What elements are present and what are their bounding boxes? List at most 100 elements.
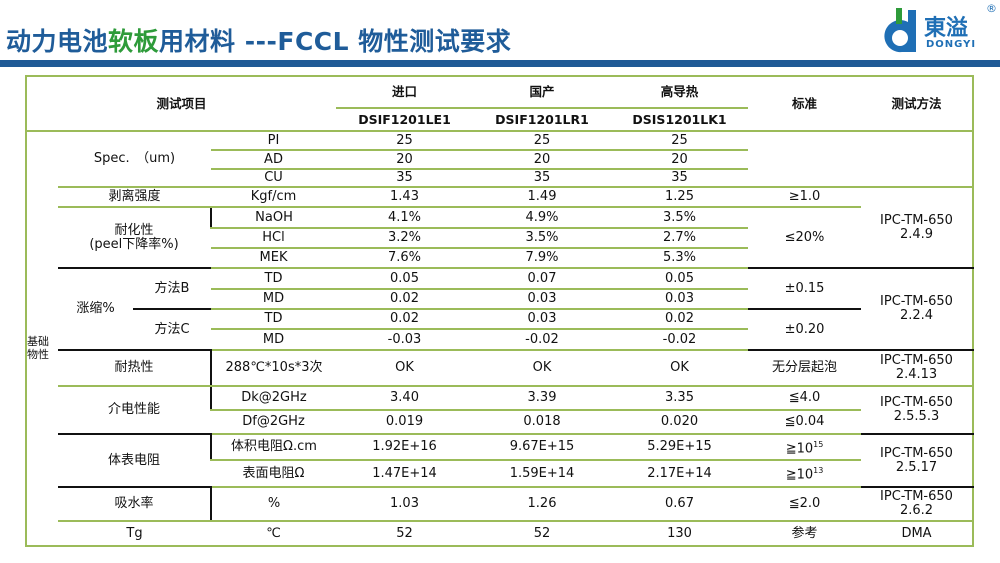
- param: TD: [211, 309, 336, 330]
- cell: 3.5%: [473, 228, 611, 249]
- cell: 0.018: [473, 410, 611, 435]
- cell: 0.05: [336, 268, 473, 290]
- cell: 25: [611, 131, 748, 151]
- slide-title: 动力电池软板用材料 ---FCCL 物性测试要求: [6, 22, 511, 58]
- cell: 7.9%: [473, 248, 611, 269]
- cell: 0.07: [473, 268, 611, 290]
- header-model: DSIS1201LK1: [611, 108, 748, 132]
- standard-base: ≧10: [785, 467, 814, 483]
- method-b-label: 方法B: [133, 268, 211, 310]
- chem-label: 耐化性 (peel下降率%): [58, 207, 211, 269]
- cell: 130: [667, 525, 692, 541]
- table-row: MD -0.03 -0.02 -0.02: [26, 329, 973, 351]
- cell: 2.17E+14: [611, 460, 748, 488]
- peel-label: 剥离强度: [58, 187, 211, 208]
- standard: ≥1.0: [748, 187, 861, 208]
- cell: 35: [336, 169, 473, 188]
- cell: 20: [611, 150, 748, 170]
- param: AD: [211, 150, 336, 170]
- table-row: Tg ℃ 52 52 130 参考 DMA: [26, 521, 973, 546]
- method-cell: IPC-TM-650 2.2.4: [861, 268, 973, 351]
- cell: 1.43: [336, 187, 473, 208]
- table-row: AD 20 20 20: [26, 150, 973, 170]
- logo-en: DONGYI: [926, 39, 977, 50]
- spec-label: Spec. （um): [58, 131, 211, 188]
- empty-cell: [748, 131, 861, 188]
- header-standard: 标准: [748, 76, 861, 132]
- method-line: 2.5.17: [895, 459, 938, 475]
- cell: 1.03: [336, 487, 473, 522]
- cell: 4.9%: [473, 207, 611, 229]
- cell: OK: [473, 350, 611, 387]
- header-group: 国产: [473, 76, 611, 109]
- method-line: 2.5.5.3: [893, 409, 940, 424]
- cell: 0.02: [611, 309, 748, 330]
- title-highlight: 软板: [108, 27, 160, 56]
- title-bar: [0, 60, 1000, 67]
- table-row: 方法C TD 0.02 0.03 0.02 ±0.20: [26, 309, 973, 351]
- table-row: 基础物性 Spec. （um) PI 25 25 25: [26, 131, 973, 361]
- header-item: 测试项目: [26, 76, 336, 132]
- param: HCl: [211, 228, 336, 249]
- cell: 0.67: [611, 487, 748, 522]
- method-line: 2.2.4: [899, 308, 934, 323]
- standard: ≧1015: [748, 434, 861, 461]
- cell: 0.02: [336, 289, 473, 310]
- standard: 参考: [791, 525, 818, 541]
- standard: ≦4.0: [748, 386, 861, 411]
- group-label: 基础物性: [27, 335, 49, 361]
- cell: 20: [336, 150, 473, 170]
- param: Dk@2GHz: [210, 386, 336, 411]
- cell: 1.47E+14: [336, 460, 473, 488]
- cell: 0.05: [611, 268, 748, 290]
- method-cell: DMA: [901, 525, 932, 541]
- header-group: 进口: [336, 76, 473, 109]
- cell: 52: [396, 525, 413, 541]
- cell: 3.5%: [611, 207, 748, 229]
- table-row: 吸水率 % 1.03 1.26 0.67 ≦2.0 IPC-TM-650 2.6.2: [26, 487, 973, 522]
- param: Df@2GHz: [211, 410, 336, 435]
- cell: 0.02: [336, 309, 473, 330]
- cell: 35: [611, 169, 748, 188]
- label-line: 耐化性: [114, 222, 154, 238]
- method-cell: IPC-TM-650 2.4.9: [861, 187, 973, 269]
- empty-cell: [861, 131, 973, 188]
- cell: 25: [473, 131, 611, 151]
- standard: ≧1013: [748, 460, 861, 488]
- title-part1: 动力电池: [6, 27, 109, 56]
- standard: 无分层起泡: [748, 350, 861, 387]
- param: Kgf/cm: [211, 187, 336, 208]
- cell: 0.03: [611, 289, 748, 310]
- method-line: 2.4.9: [899, 226, 934, 242]
- label-line: (peel下降率%): [89, 236, 179, 252]
- cell: 0.019: [336, 410, 473, 435]
- heat-label: 耐热性: [58, 350, 211, 387]
- cell: 1.49: [473, 187, 611, 208]
- table-row: Df@2GHz 0.019 0.018 0.020 ≦0.04: [26, 410, 973, 435]
- table-row: 表面电阻Ω 1.47E+14 1.59E+14 2.17E+14 ≧1013: [26, 460, 973, 488]
- cell: 1.25: [611, 187, 748, 208]
- shrink-label: 涨缩%: [58, 268, 133, 351]
- cell: 35: [473, 169, 611, 188]
- param: NaOH: [210, 207, 336, 229]
- param: PI: [211, 131, 336, 151]
- param: CU: [211, 169, 336, 188]
- cell: 2.7%: [611, 228, 748, 249]
- header-method: 测试方法: [861, 76, 973, 132]
- method-line: 2.6.2: [899, 503, 934, 518]
- table-row: MEK 7.6% 7.9% 5.3%: [26, 248, 973, 269]
- method-cell: IPC-TM-650 2.5.17: [861, 434, 973, 488]
- param: TD: [211, 268, 336, 290]
- cell: 0.03: [473, 309, 611, 330]
- method-cell: IPC-TM-650 2.6.2: [861, 487, 973, 522]
- table-row: 涨缩% 方法B TD 0.05 0.07 0.05 ±0.15 IPC-TM-650…: [26, 268, 973, 351]
- logo-mark-icon: [884, 8, 916, 53]
- method-line: IPC-TM-650: [880, 489, 953, 504]
- standard-exponent: 13: [813, 466, 824, 476]
- param: MD: [211, 329, 336, 351]
- table-row: MD 0.02 0.03 0.03: [26, 289, 973, 310]
- cell: -0.03: [336, 329, 473, 351]
- standard: ≤20%: [748, 207, 861, 269]
- table-row: 体表电阻 体积电阻Ω.cm 1.92E+16 9.67E+15 5.29E+15 ≧…: [26, 434, 973, 488]
- standard: ±0.15: [748, 268, 861, 310]
